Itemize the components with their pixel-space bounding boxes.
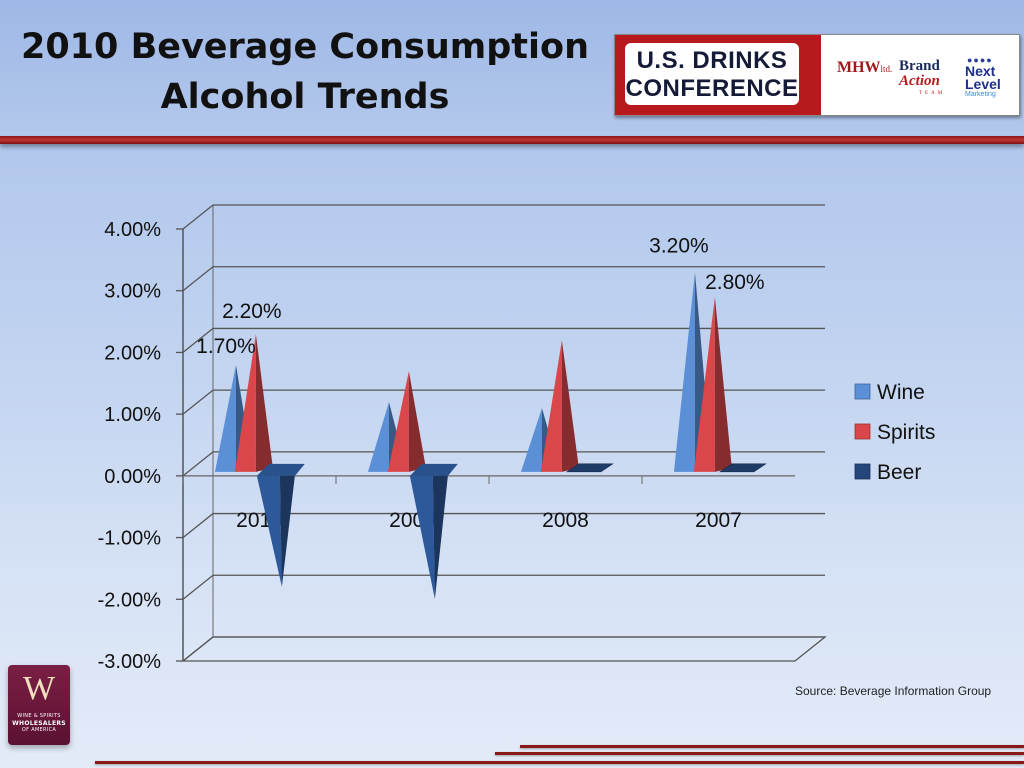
cone-beer-2009-dark: [432, 475, 448, 600]
legend-swatch-wine: [854, 383, 871, 400]
ytick-label-0: 4.00%: [104, 219, 161, 241]
cone-wine-2008-light: [520, 408, 542, 472]
legend-label-spirits: Spirits: [877, 421, 935, 444]
gridline-4: [182, 451, 825, 477]
us-drinks-conference-logo: U.S. DRINKS CONFERENCE: [615, 35, 821, 115]
data-label-spirits-2010: 2.20%: [222, 300, 282, 323]
gridline-7: [182, 636, 825, 662]
source-note: Source: Beverage Information Group: [795, 684, 992, 698]
title-line-1: 2010 Beverage Consumption: [20, 27, 590, 67]
cone-spirits-2009-dark: [408, 371, 426, 472]
data-label-wine-2007: 3.20%: [649, 234, 709, 257]
cone-spirits-2008-light: [540, 340, 562, 472]
brand-action-logo: Brand Action: [899, 58, 940, 89]
ytick-label-1: 3.00%: [104, 281, 161, 303]
next-level-dots-icon: ●●●●: [967, 55, 993, 65]
cone-beer-2007: [718, 463, 767, 473]
next-level-marketing-text: Marketing: [965, 91, 996, 98]
gridline-3: [182, 389, 825, 415]
legend-swatch-beer: [854, 463, 871, 480]
next-level-logo: Next Level: [965, 63, 1001, 92]
data-label-spirits-2007: 2.80%: [705, 271, 765, 294]
usdc-line-2: CONFERENCE: [625, 75, 799, 102]
ytick-label-5: -1.00%: [98, 528, 162, 550]
sponsor-logo-banner: U.S. DRINKS CONFERENCE MHWltd. Brand Act…: [614, 34, 1020, 116]
ytick-label-3: 1.00%: [104, 404, 161, 426]
mhw-logo: MHWltd.: [837, 59, 893, 76]
wswa-logo: W WINE & SPIRITS WHOLESALERS OF AMERICA: [8, 665, 70, 745]
wswa-line-2: WHOLESALERS: [12, 720, 66, 727]
xtick-label-2007: 2007: [695, 509, 742, 532]
header-divider: [0, 136, 1024, 144]
cone-wine-2010-light: [214, 364, 236, 472]
data-label-wine-2010: 1.70%: [196, 335, 256, 358]
page-title: 2010 Beverage Consumption Alcohol Trends: [20, 22, 590, 122]
cone-beer-2010-light: [256, 475, 282, 587]
ytick-label-6: -2.00%: [98, 589, 162, 611]
ytick-label-2: 2.00%: [104, 342, 161, 364]
gridline-5: [182, 512, 825, 539]
cone-spirits-2009-light: [387, 371, 409, 472]
cone-beer-2008: [565, 463, 614, 473]
cone-beer-2009-light: [409, 475, 435, 600]
ytick-label-7: -3.00%: [98, 651, 162, 673]
gridline-1: [182, 266, 825, 292]
cone-beer-2009-lid: [409, 463, 458, 476]
cone-spirits-2007-dark: [714, 297, 732, 472]
gridline-0: [182, 204, 825, 230]
cone-wine-2007-light: [673, 272, 695, 472]
gridline-6: [182, 574, 825, 600]
wswa-line-3: OF AMERICA: [21, 727, 57, 733]
brand-action-team-text: TEAM: [919, 91, 946, 96]
legend-label-wine: Wine: [877, 381, 925, 404]
xtick-label-2008: 2008: [542, 509, 589, 532]
usdc-line-1: U.S. DRINKS: [636, 47, 788, 74]
cone-beer-2010-dark: [279, 475, 295, 587]
title-line-2: Alcohol Trends: [160, 77, 450, 117]
cone-wine-2009-light: [367, 401, 389, 472]
cone-spirits-2008-dark: [561, 340, 579, 472]
ytick-label-4: 0.00%: [104, 466, 161, 488]
legend-swatch-spirits: [854, 423, 871, 440]
footer-rule-3: [95, 761, 1024, 764]
legend-label-beer: Beer: [877, 461, 921, 484]
cone-spirits-2010-light: [234, 334, 256, 472]
cone-spirits-2010-dark: [255, 334, 273, 472]
cone-beer-2010-lid: [256, 463, 305, 476]
footer-rule-1: [520, 745, 1024, 748]
wswa-line-1: WINE & SPIRITS: [17, 713, 61, 719]
wswa-letter: W: [22, 670, 56, 707]
gridline-2: [182, 327, 825, 353]
cone-spirits-2007-light: [693, 297, 715, 472]
chart-floor: [181, 636, 827, 662]
footer-rule-2: [495, 752, 1024, 755]
